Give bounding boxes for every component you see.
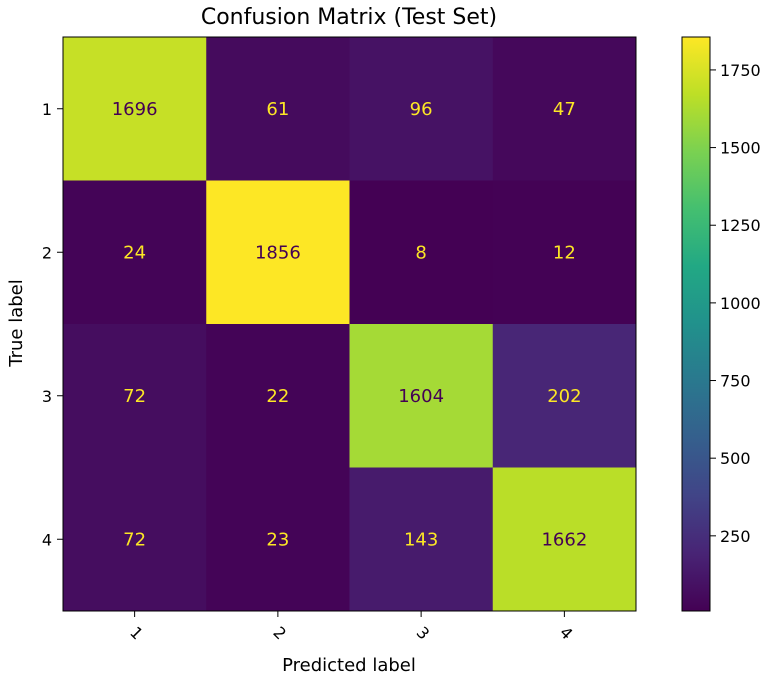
x-tick-label: 3 — [413, 623, 434, 644]
cell-value-label: 24 — [123, 242, 146, 263]
heatmap-cell — [63, 37, 207, 181]
colorbar-tick-label: 250 — [720, 527, 751, 546]
heatmap-cell — [349, 180, 494, 325]
x-axis-label: Predicted label — [282, 655, 416, 676]
y-axis-ticks: 1 2 3 4 — [42, 100, 63, 549]
y-axis-label: True label — [6, 279, 27, 368]
y-tick-label: 2 — [42, 243, 52, 262]
heatmap-cell — [492, 180, 637, 325]
y-tick-label: 4 — [42, 530, 52, 549]
cell-value-label: 47 — [553, 99, 576, 120]
heatmap-cell — [206, 467, 350, 612]
plot-frame — [62, 36, 637, 612]
cell-value-label: 23 — [266, 529, 289, 550]
heatmap-cell — [349, 37, 494, 181]
cell-value-label: 1604 — [398, 386, 444, 407]
heatmap-cell — [492, 467, 637, 612]
heatmap-grid: 1696 61 96 47 24 1856 8 12 72 22 1604 202 72 23 143 166… — [62, 36, 637, 612]
x-axis-ticks: 1 2 3 4 — [126, 611, 577, 644]
colorbar — [681, 36, 711, 612]
x-tick-label: 1 — [126, 623, 147, 644]
heatmap-cell — [63, 180, 207, 325]
cell-value-label: 22 — [266, 386, 289, 407]
heatmap-cell — [206, 180, 350, 325]
colorbar-tick-label: 1750 — [720, 61, 761, 80]
cell-value-label: 1856 — [255, 242, 301, 263]
cell-value-label: 61 — [266, 99, 289, 120]
colorbar-tick-label: 750 — [720, 372, 751, 391]
colorbar-tick-label: 1000 — [720, 294, 761, 313]
cell-value-label: 1696 — [112, 99, 158, 120]
heatmap-cell — [492, 324, 637, 468]
cell-value-label: 72 — [123, 529, 146, 550]
x-tick-label: 2 — [269, 623, 290, 644]
cell-value-label: 12 — [553, 242, 576, 263]
x-tick-label: 4 — [556, 623, 577, 644]
cell-value-label: 8 — [415, 242, 426, 263]
heatmap-cell — [349, 467, 494, 612]
colorbar-tick-label: 500 — [720, 449, 751, 468]
heatmap-cell — [63, 324, 207, 468]
cell-value-label: 202 — [547, 386, 581, 407]
cell-value-label: 143 — [404, 529, 438, 550]
heatmap-cell — [349, 324, 494, 468]
chart-title: Confusion Matrix (Test Set) — [201, 5, 497, 30]
colorbar-tick-label: 1500 — [720, 139, 761, 158]
y-tick-label: 3 — [42, 387, 52, 406]
heatmap-cell — [206, 324, 350, 468]
y-tick-label: 1 — [42, 100, 52, 119]
cell-value-label: 72 — [123, 386, 146, 407]
cell-value-label: 96 — [410, 99, 433, 120]
colorbar-tick-label: 1250 — [720, 216, 761, 235]
cell-value-label: 1662 — [541, 529, 587, 550]
heatmap-cell — [492, 37, 637, 181]
heatmap-cell — [206, 37, 350, 181]
colorbar-ticks: 250 500 750 1000 1250 1500 1750 — [710, 61, 761, 546]
heatmap-cell — [63, 467, 207, 612]
